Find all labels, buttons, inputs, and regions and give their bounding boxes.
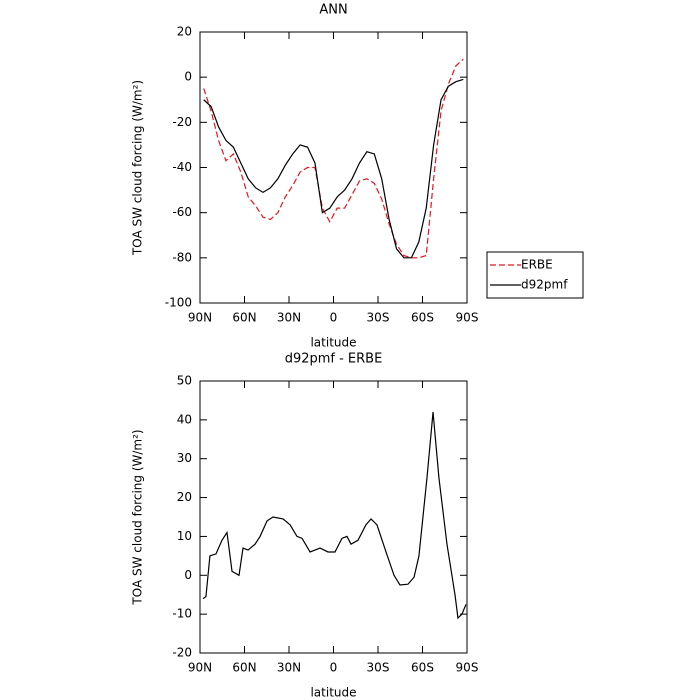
plot-frame	[199, 380, 468, 654]
y-tick-label: -80	[172, 250, 192, 264]
y-tick-label: -20	[172, 646, 192, 660]
legend-label: d92pmf	[521, 278, 568, 292]
y-tick-label: -10	[172, 607, 192, 621]
y-tick-label: -60	[172, 205, 192, 219]
x-tick-label: 0	[330, 311, 338, 325]
x-axis-label: latitude	[310, 336, 356, 350]
x-tick-label: 90N	[188, 661, 212, 675]
x-tick-label: 0	[330, 661, 338, 675]
x-tick-label: 60S	[411, 311, 434, 325]
y-tick-label: -20	[172, 115, 192, 129]
y-tick-label: 0	[184, 568, 192, 582]
y-tick-label: 50	[177, 374, 192, 388]
y-tick-label: 20	[177, 490, 192, 504]
legend-box	[486, 251, 584, 299]
x-tick-label: 30S	[367, 661, 390, 675]
series-line	[203, 58, 464, 259]
y-tick-label: 10	[177, 529, 192, 543]
chart-title: d92pmf - ERBE	[285, 352, 383, 367]
legend-label: ERBE	[521, 258, 553, 272]
y-tick-label: -100	[165, 296, 192, 310]
y-tick-label: 40	[177, 412, 192, 426]
x-tick-label: 60S	[411, 661, 434, 675]
x-tick-label: 90N	[188, 311, 212, 325]
y-axis-label: TOA SW cloud forcing (W/m²)	[131, 429, 145, 605]
x-tick-label: 30N	[277, 661, 301, 675]
plot-frame	[199, 31, 468, 304]
y-axis-label: TOA SW cloud forcing (W/m²)	[131, 80, 145, 256]
x-tick-label: 90S	[456, 311, 479, 325]
x-tick-label: 90S	[456, 661, 479, 675]
series-line	[202, 412, 467, 620]
y-tick-label: -40	[172, 160, 192, 174]
chart-title: ANN	[319, 3, 347, 18]
y-tick-label: 20	[177, 25, 192, 39]
x-tick-label: 60N	[232, 661, 256, 675]
y-tick-label: 30	[177, 451, 192, 465]
x-tick-label: 30N	[277, 311, 301, 325]
series-line	[203, 78, 464, 259]
x-tick-label: 60N	[232, 311, 256, 325]
y-tick-label: 0	[184, 70, 192, 84]
x-axis-label: latitude	[310, 686, 356, 700]
x-tick-label: 30S	[367, 311, 390, 325]
